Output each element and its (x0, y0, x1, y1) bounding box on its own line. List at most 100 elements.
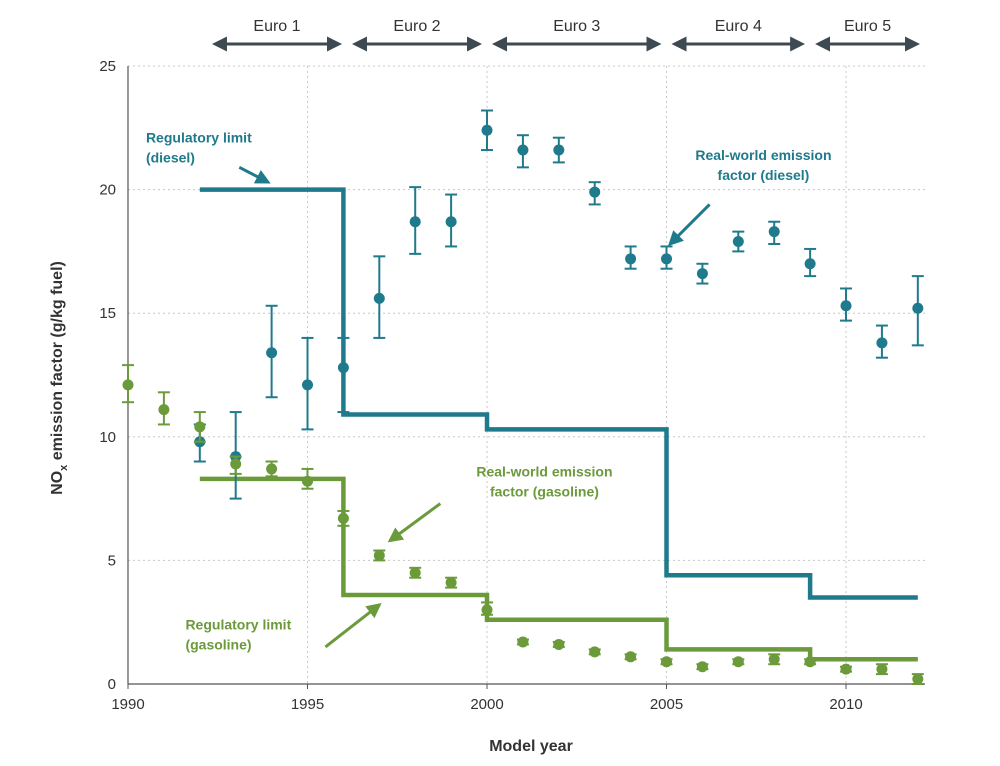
x-tick-label-2000: 2000 (470, 696, 503, 713)
marker-gasoline-1991 (158, 404, 170, 416)
y-tick-label-0: 0 (108, 676, 116, 693)
annotation-diesel-real-line-1: factor (diesel) (718, 167, 810, 183)
marker-gasoline-2003 (589, 646, 601, 658)
real-world-diesel-point-1994 (265, 304, 278, 399)
annotation-diesel-limit-line-1: (diesel) (146, 150, 195, 166)
y-tick-label-25: 25 (99, 58, 116, 75)
euro-3-label: Euro 3 (553, 18, 600, 35)
real-world-diesel-point-1993 (229, 411, 242, 500)
real-world-diesel-point-2007 (732, 230, 745, 253)
real-world-gasoline-point-1994 (265, 460, 278, 478)
annotation-gasoline-real-arrow (387, 502, 442, 543)
annotation-diesel-limit-arrow (238, 166, 271, 184)
annotation-gasoline-limit-arrow (324, 603, 382, 649)
marker-gasoline-1996 (337, 512, 349, 524)
real-world-gasoline-point-2005 (660, 656, 673, 668)
marker-gasoline-1990 (122, 379, 134, 391)
marker-gasoline-2002 (553, 638, 565, 650)
real-world-gasoline-point-2008 (768, 653, 781, 666)
annotation-gasoline-real: Real-world emission factor (gasoline) (387, 463, 613, 543)
annotation-diesel-real-line-0: Real-world emission (695, 147, 831, 163)
real-world-diesel-point-2004 (624, 245, 637, 270)
real-world-gasoline-point-2003 (588, 646, 601, 658)
marker-gasoline-2012 (912, 673, 924, 685)
marker-diesel-2009 (804, 258, 816, 270)
real-world-gasoline-point-1991 (157, 391, 170, 426)
real-world-gasoline-point-1998 (409, 566, 422, 579)
annotation-gasoline-limit-line-1: (gasoline) (185, 637, 251, 653)
real-world-diesel-point-2012 (911, 275, 924, 347)
marker-gasoline-1994 (266, 463, 278, 475)
marker-gasoline-2010 (840, 663, 852, 675)
marker-diesel-2010 (840, 300, 852, 312)
marker-diesel-1999 (445, 216, 457, 228)
marker-diesel-1996 (337, 362, 349, 374)
marker-gasoline-2005 (661, 656, 673, 668)
y-axis-title: NOx emission factor (g/kg fuel) (49, 261, 70, 495)
y-axis-title-main: NO (49, 471, 66, 495)
real-world-diesel-point-1996 (337, 336, 350, 414)
real-world-gasoline-point-2012 (911, 673, 924, 685)
real-world-gasoline-point-2004 (624, 651, 637, 663)
marker-gasoline-1995 (302, 475, 314, 487)
regulatory-limit-gasoline (199, 476, 918, 662)
axes: 0 5 10 15 20 25 1990 1995 2000 2005 2010 (99, 58, 925, 713)
real-world-gasoline-point-1990 (122, 364, 134, 404)
marker-diesel-2004 (625, 253, 637, 265)
x-tick-label-2005: 2005 (650, 696, 683, 713)
real-world-diesel-point-2010 (840, 287, 853, 322)
marker-diesel-1998 (409, 216, 421, 228)
real-world-diesel-point-2002 (552, 136, 565, 164)
real-world-diesel-series (193, 109, 924, 500)
marker-gasoline-1999 (445, 577, 457, 589)
marker-gasoline-2001 (517, 636, 529, 648)
euro-5-label: Euro 5 (844, 18, 891, 35)
annotation-diesel-real: Real-world emission factor (diesel) (667, 147, 832, 247)
x-tick-label-1990: 1990 (111, 696, 144, 713)
marker-diesel-2008 (768, 226, 780, 238)
y-tick-label-15: 15 (99, 305, 116, 322)
real-world-gasoline-point-2002 (552, 638, 565, 650)
real-world-diesel-point-2005 (660, 245, 673, 270)
real-world-gasoline-point-2001 (516, 636, 529, 648)
y-axis-title-rest: emission factor (g/kg fuel) (49, 261, 66, 465)
annotation-gasoline-limit-line-0: Regulatory limit (185, 617, 291, 633)
marker-diesel-2000 (481, 124, 493, 136)
real-world-gasoline-series (122, 364, 924, 685)
real-world-diesel-point-1995 (301, 336, 314, 431)
marker-gasoline-2004 (625, 651, 637, 663)
marker-diesel-1994 (266, 347, 278, 359)
marker-gasoline-2008 (768, 653, 780, 665)
annotation-gasoline-real-line-0: Real-world emission (476, 463, 612, 479)
marker-gasoline-2009 (804, 656, 816, 668)
real-world-gasoline-point-1992 (193, 411, 206, 443)
marker-diesel-1995 (302, 379, 314, 391)
marker-gasoline-2000 (481, 604, 493, 616)
regulatory-limit-diesel-line (199, 187, 918, 600)
real-world-diesel-point-1998 (409, 186, 422, 255)
marker-gasoline-1992 (194, 421, 206, 433)
real-world-gasoline-point-2006 (696, 661, 709, 673)
y-tick-label-10: 10 (99, 429, 116, 446)
annotation-gasoline-limit: Regulatory limit (gasoline) (185, 603, 382, 653)
real-world-diesel-point-2009 (804, 247, 817, 278)
x-tick-label-2010: 2010 (829, 696, 862, 713)
annotation-diesel-real-text: Real-world emission factor (diesel) (695, 147, 831, 183)
real-world-gasoline-point-2011 (875, 663, 888, 676)
marker-gasoline-2011 (876, 663, 888, 675)
marker-gasoline-1998 (409, 567, 421, 579)
x-axis-title: Model year (489, 738, 573, 755)
marker-gasoline-2006 (696, 661, 708, 673)
marker-diesel-2003 (589, 186, 601, 198)
real-world-diesel-point-2003 (588, 181, 601, 206)
x-tick-label-1995: 1995 (291, 696, 324, 713)
regulatory-limit-diesel (199, 187, 918, 600)
y-tick-label-5: 5 (108, 552, 116, 569)
real-world-gasoline-point-1997 (373, 549, 386, 562)
marker-diesel-2002 (553, 144, 565, 156)
annotation-diesel-real-arrow (667, 203, 711, 247)
real-world-gasoline-point-1993 (229, 455, 242, 475)
annotation-gasoline-real-text: Real-world emission factor (gasoline) (476, 463, 612, 499)
real-world-diesel-point-2001 (516, 134, 529, 169)
real-world-diesel-point-2011 (875, 324, 888, 359)
